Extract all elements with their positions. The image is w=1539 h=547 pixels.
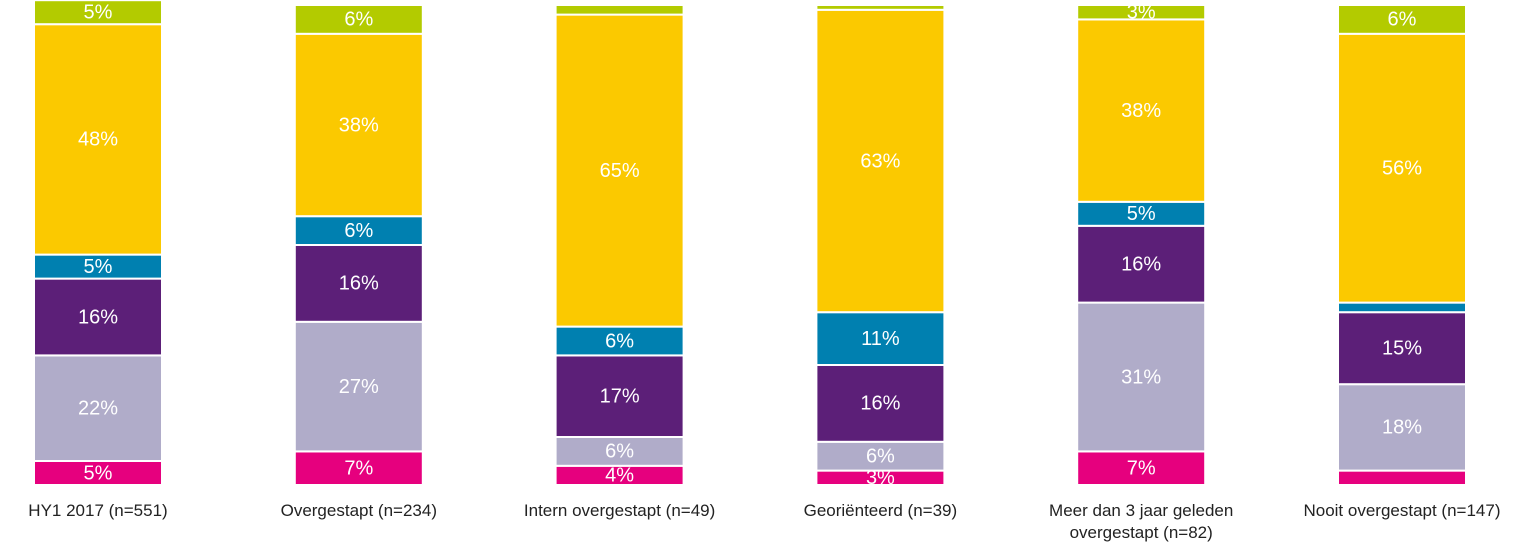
bar-segment	[1337, 4, 1467, 35]
value-label: 6%	[605, 330, 634, 352]
value-label: 7%	[344, 457, 373, 479]
bar-segment	[1337, 383, 1467, 472]
value-label: 16%	[339, 273, 379, 295]
value-label: 5%	[1127, 203, 1156, 225]
value-label: 6%	[866, 445, 895, 467]
bar-segment	[33, 23, 163, 256]
category-label: Overgestapt (n=234)	[280, 501, 437, 520]
bar-segment	[33, 253, 163, 280]
value-label: 11%	[861, 328, 900, 350]
bar-segment	[1337, 301, 1467, 314]
category-label: Intern overgestapt (n=49)	[523, 501, 716, 520]
category-label: Georiënteerd (n=39)	[803, 501, 958, 520]
chart: 5%22%16%5%48%5%7%27%16%6%38%6%4%6%17%6%6…	[33, 0, 1467, 489]
bar-segment	[293, 450, 424, 486]
value-label: 63%	[860, 150, 900, 172]
bar-segment	[1076, 301, 1207, 453]
value-label: 22%	[78, 397, 118, 419]
category-label: HY1 2017 (n=551)	[28, 501, 168, 520]
value-label: 6%	[1388, 9, 1417, 31]
bar-segment	[554, 4, 685, 16]
value-label: 65%	[600, 160, 640, 182]
value-label: 31%	[1121, 366, 1161, 388]
bar-segment	[293, 215, 424, 246]
value-label: 38%	[339, 114, 379, 136]
bar-segment	[33, 460, 163, 486]
value-label: 16%	[860, 393, 900, 415]
bar-segment	[1076, 4, 1207, 21]
bar-segment	[554, 13, 685, 328]
value-label: 3%	[1127, 1, 1156, 23]
bar-segment	[815, 364, 946, 443]
bar-segment	[815, 440, 946, 472]
value-label: 38%	[1121, 100, 1161, 122]
value-label: 48%	[78, 129, 118, 151]
value-label: 6%	[344, 220, 373, 242]
bar-segment	[1337, 469, 1467, 487]
value-label: 7%	[1127, 457, 1156, 479]
bar-segment	[815, 311, 946, 367]
value-label: 3%	[866, 467, 895, 489]
bar-segment	[815, 4, 946, 11]
bar-segment	[293, 244, 424, 323]
bar-segment	[293, 4, 424, 35]
bar-segment	[33, 0, 163, 26]
bar-segment	[815, 8, 946, 314]
category-label: Nooit overgestapt (n=147)	[1303, 501, 1501, 520]
value-label: 56%	[1382, 157, 1422, 179]
value-label: 5%	[84, 1, 113, 23]
value-label: 27%	[339, 376, 379, 398]
value-label: 18%	[1382, 417, 1422, 439]
value-label: 4%	[605, 465, 634, 487]
value-label: 15%	[1382, 337, 1422, 359]
value-label: 5%	[84, 462, 113, 484]
value-label: 6%	[344, 9, 373, 31]
value-label: 5%	[84, 256, 113, 278]
value-label: 6%	[605, 441, 634, 463]
bar-segment	[1076, 224, 1207, 304]
bar-segment	[1076, 200, 1207, 227]
value-label: 16%	[78, 306, 118, 328]
category-label: Meer dan 3 jaar geleden overgestapt (n=8…	[1049, 501, 1234, 542]
bar-segment	[293, 32, 424, 218]
bar-segment	[554, 436, 685, 467]
bar-segment	[554, 325, 685, 357]
bar-segment	[1076, 18, 1207, 203]
bar-segment	[293, 320, 424, 453]
bar-segment	[1337, 311, 1467, 386]
value-label: 16%	[1121, 253, 1161, 275]
value-label: 17%	[600, 385, 640, 407]
bar-segment	[33, 354, 163, 462]
